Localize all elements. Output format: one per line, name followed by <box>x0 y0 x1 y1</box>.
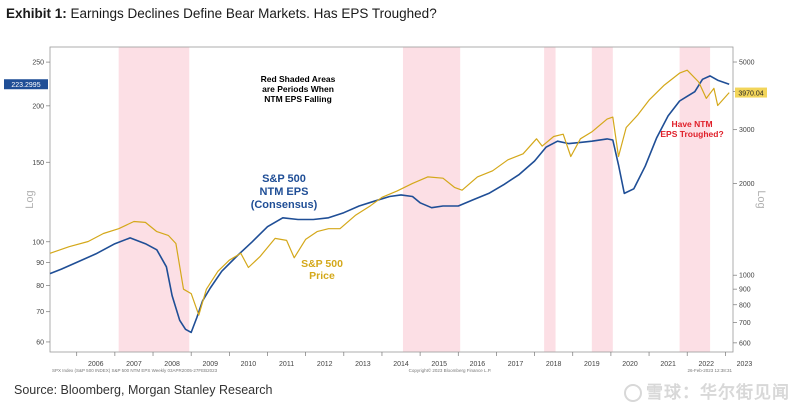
x-tick-label-2023: 2023 <box>737 361 753 368</box>
annotation-trough_question-line-0: Have NTM <box>671 119 712 129</box>
left-axis-label: Log <box>24 190 36 208</box>
shaded-period-0 <box>118 47 190 352</box>
x-tick-label-2022: 2022 <box>699 361 715 368</box>
x-tick-label-2014: 2014 <box>393 361 409 368</box>
watermark-logo-icon <box>624 384 642 402</box>
annotation-price_label-line-0: S&P 500 <box>301 258 343 270</box>
x-tick-label-2015: 2015 <box>431 361 447 368</box>
annotation-eps_label-line-0: S&P 500 <box>262 173 306 185</box>
annotation-eps_label-line-1: NTM EPS <box>260 186 309 198</box>
x-tick-label-2018: 2018 <box>546 361 562 368</box>
annotation-shade_note-line-1: are Periods When <box>262 84 334 94</box>
x-tick-label-2021: 2021 <box>660 361 676 368</box>
x-tick-label-2006: 2006 <box>88 361 104 368</box>
x-tick-label-2010: 2010 <box>241 361 257 368</box>
exhibit-title-rest: Earnings Declines Define Bear Markets. H… <box>66 6 437 21</box>
x-tick-label-2017: 2017 <box>508 361 524 368</box>
x-tick-label-2011: 2011 <box>279 361 294 368</box>
annotation-trough_question-line-1: EPS Troughed? <box>660 129 723 139</box>
left-tick-label-60: 60 <box>36 339 44 346</box>
plot-frame <box>49 46 734 353</box>
right-tick-label-600: 600 <box>739 340 751 347</box>
bottom-left-note: SPX Index (S&P 500 INDEX) S&P 500 NTM EP… <box>52 368 218 373</box>
shaded-period-1 <box>402 47 461 352</box>
eps-vs-price-chart: 2006 2007 2008 2009 2010 2011 2012 2013 2014 2015… <box>4 46 767 373</box>
shaded-period-3 <box>591 47 613 352</box>
exhibit-title-bold: Exhibit 1: <box>6 6 67 21</box>
right-axis-label: Log <box>755 190 767 208</box>
right-tick-label-2000: 2000 <box>739 181 755 188</box>
source-note: Source: Bloomberg, Morgan Stanley Resear… <box>14 383 273 397</box>
shaded-period-4 <box>679 47 711 352</box>
left-tick-label-100: 100 <box>32 239 44 246</box>
left-tick-label-90: 90 <box>36 260 44 267</box>
annotation-price_label-line-1: Price <box>309 270 335 282</box>
eps-current-value-box <box>4 79 48 90</box>
x-tick-label-2009: 2009 <box>202 361 218 368</box>
right-tick-label-800: 800 <box>739 302 751 309</box>
x-tick-label-2013: 2013 <box>355 361 371 368</box>
annotation-shade_note-line-0: Red Shaded Areas <box>261 74 336 84</box>
eps-series-line <box>49 75 730 334</box>
x-tick-label-2012: 2012 <box>317 361 333 368</box>
watermark: 雪球：华尔街见闻 <box>624 378 790 403</box>
watermark-text: 雪球：华尔街见闻 <box>646 383 790 402</box>
x-tick-label-2019: 2019 <box>584 361 600 368</box>
exhibit-title: Exhibit 1: Earnings Declines Define Bear… <box>6 6 437 21</box>
annotation-shade_note-line-2: NTM EPS Falling <box>264 94 332 104</box>
right-tick-label-900: 900 <box>739 287 751 294</box>
right-tick-label-3000: 3000 <box>739 127 755 134</box>
right-tick-label-700: 700 <box>739 320 751 327</box>
shaded-period-2 <box>544 47 556 352</box>
left-tick-label-70: 70 <box>36 309 44 316</box>
x-tick-label-2008: 2008 <box>164 361 180 368</box>
x-tick-label-2020: 2020 <box>622 361 638 368</box>
annotation-eps_label-line-2: (Consensus) <box>251 199 318 211</box>
price-current-value-box <box>735 87 767 98</box>
price-current-value-label: 3970.04 <box>738 91 763 98</box>
left-tick-label-250: 250 <box>32 60 44 67</box>
bottom-right-note: 26-Feb-2023 12:38:31 <box>687 368 732 373</box>
right-tick-label-1000: 1000 <box>739 273 755 280</box>
eps-current-value-label: 223.2995 <box>11 82 40 89</box>
price-series-line <box>49 69 730 316</box>
bottom-center-note: Copyright© 2023 Bloomberg Finance L.P. <box>409 367 492 373</box>
left-tick-label-150: 150 <box>32 160 44 167</box>
right-tick-label-5000: 5000 <box>739 60 755 67</box>
left-tick-label-80: 80 <box>36 283 44 290</box>
x-tick-label-2007: 2007 <box>126 361 142 368</box>
x-tick-label-2016: 2016 <box>470 361 486 368</box>
left-tick-label-200: 200 <box>32 103 44 110</box>
